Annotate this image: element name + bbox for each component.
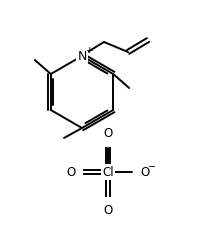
Text: N: N (77, 49, 87, 62)
Text: +: + (85, 46, 93, 56)
Text: O: O (67, 165, 76, 179)
Text: −: − (148, 162, 156, 172)
Text: O: O (140, 165, 149, 179)
Text: O: O (103, 127, 113, 140)
Text: Cl: Cl (102, 165, 114, 179)
Text: O: O (103, 204, 113, 217)
